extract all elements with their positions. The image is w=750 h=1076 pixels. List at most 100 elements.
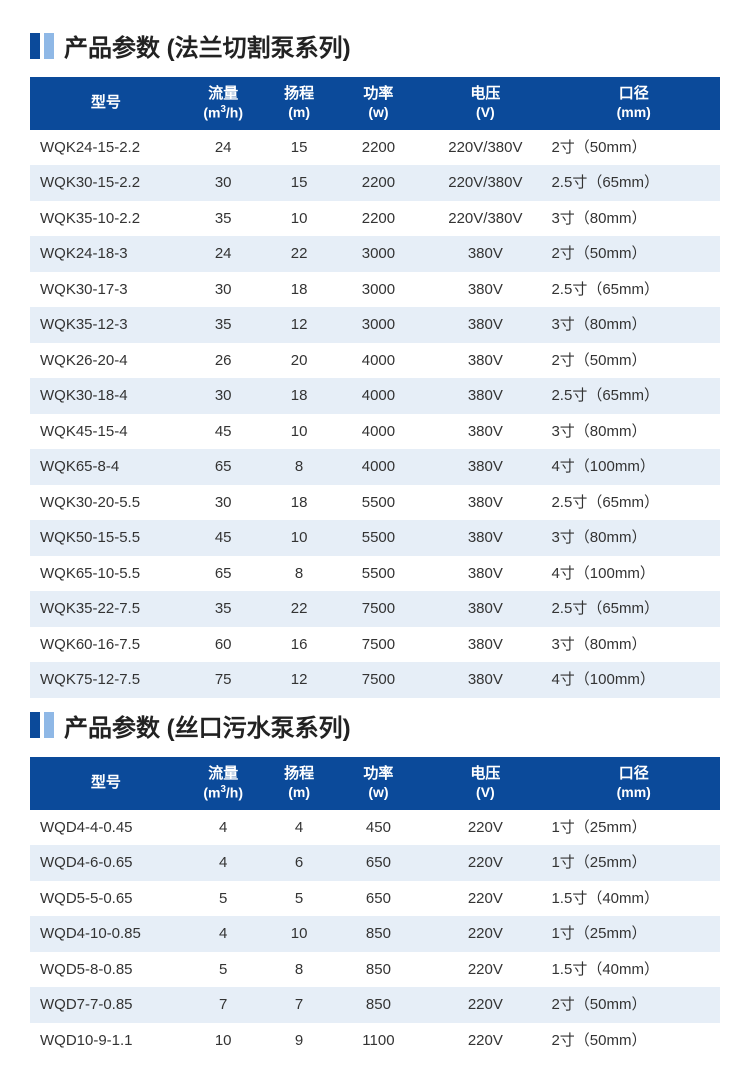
cell-flow: 4 — [182, 845, 265, 881]
cell-volt: 380V — [423, 307, 547, 343]
cell-head: 8 — [265, 556, 334, 592]
cell-power: 850 — [334, 916, 424, 952]
cell-power: 5500 — [334, 556, 424, 592]
cell-power: 5500 — [334, 520, 424, 556]
cell-head: 10 — [265, 201, 334, 237]
cell-flow: 5 — [182, 881, 265, 917]
cell-model: WQK30-15-2.2 — [30, 165, 182, 201]
cell-caliber: 2.5寸（65mm） — [547, 272, 720, 308]
table-row: WQD7-7-0.8577850220V2寸（50mm） — [30, 987, 720, 1023]
header-label-top: 流量 — [184, 765, 263, 784]
table-row: WQK35-12-335123000380V3寸（80mm） — [30, 307, 720, 343]
cell-power: 4000 — [334, 449, 424, 485]
cell-power: 450 — [334, 810, 424, 846]
cell-head: 7 — [265, 987, 334, 1023]
cell-caliber: 2寸（50mm） — [547, 343, 720, 379]
header-label-bottom: (m) — [267, 784, 332, 802]
cell-power: 2200 — [334, 201, 424, 237]
cell-model: WQK65-8-4 — [30, 449, 182, 485]
table-header-caliber: 口径(mm) — [547, 77, 720, 130]
cell-model: WQD5-5-0.65 — [30, 881, 182, 917]
cell-head: 9 — [265, 1023, 334, 1059]
table-row: WQK60-16-7.560167500380V3寸（80mm） — [30, 627, 720, 663]
header-label-bottom: (m) — [267, 104, 332, 122]
cell-caliber: 3寸（80mm） — [547, 307, 720, 343]
header-label-bottom: (w) — [336, 104, 422, 122]
cell-power: 2200 — [334, 165, 424, 201]
cell-head: 12 — [265, 662, 334, 698]
cell-power: 4000 — [334, 378, 424, 414]
spec-table: 型号流量(m3/h)扬程(m)功率(w)电压(V)口径(mm)WQK24-15-… — [30, 77, 720, 698]
table-header-caliber: 口径(mm) — [547, 757, 720, 810]
header-label-top: 口径 — [549, 765, 718, 784]
table-row: WQD5-8-0.8558850220V1.5寸（40mm） — [30, 952, 720, 988]
cell-flow: 5 — [182, 952, 265, 988]
cell-flow: 30 — [182, 165, 265, 201]
spec-table: 型号流量(m3/h)扬程(m)功率(w)电压(V)口径(mm)WQD4-4-0.… — [30, 757, 720, 1058]
header-label-top: 功率 — [336, 85, 422, 104]
cell-power: 3000 — [334, 236, 424, 272]
cell-volt: 380V — [423, 591, 547, 627]
cell-model: WQK35-10-2.2 — [30, 201, 182, 237]
title-bar-light-icon — [44, 712, 54, 738]
section-title: 产品参数 (法兰切割泵系列) — [30, 28, 720, 63]
cell-caliber: 4寸（100mm） — [547, 449, 720, 485]
cell-model: WQD7-7-0.85 — [30, 987, 182, 1023]
cell-caliber: 2寸（50mm） — [547, 236, 720, 272]
header-label-bottom: (w) — [336, 784, 422, 802]
cell-volt: 380V — [423, 272, 547, 308]
cell-volt: 220V — [423, 881, 547, 917]
cell-flow: 30 — [182, 272, 265, 308]
cell-head: 4 — [265, 810, 334, 846]
cell-model: WQK26-20-4 — [30, 343, 182, 379]
cell-power: 2200 — [334, 130, 424, 166]
cell-head: 15 — [265, 130, 334, 166]
cell-power: 4000 — [334, 343, 424, 379]
cell-power: 850 — [334, 987, 424, 1023]
cell-power: 850 — [334, 952, 424, 988]
cell-volt: 220V — [423, 987, 547, 1023]
cell-power: 1100 — [334, 1023, 424, 1059]
cell-head: 18 — [265, 272, 334, 308]
cell-head: 20 — [265, 343, 334, 379]
cell-volt: 380V — [423, 378, 547, 414]
cell-flow: 4 — [182, 916, 265, 952]
cell-model: WQK60-16-7.5 — [30, 627, 182, 663]
cell-flow: 4 — [182, 810, 265, 846]
cell-flow: 65 — [182, 449, 265, 485]
cell-caliber: 2.5寸（65mm） — [547, 485, 720, 521]
cell-power: 650 — [334, 845, 424, 881]
cell-volt: 220V — [423, 845, 547, 881]
header-label-bottom: (V) — [425, 104, 545, 122]
header-label-bottom: (m3/h) — [184, 784, 263, 802]
table-header-head: 扬程(m) — [265, 77, 334, 130]
cell-power: 650 — [334, 881, 424, 917]
cell-caliber: 2.5寸（65mm） — [547, 165, 720, 201]
cell-caliber: 2.5寸（65mm） — [547, 591, 720, 627]
header-label-top: 口径 — [549, 85, 718, 104]
table-row: WQK30-15-2.230152200220V/380V2.5寸（65mm） — [30, 165, 720, 201]
cell-flow: 45 — [182, 520, 265, 556]
table-row: WQK75-12-7.575127500380V4寸（100mm） — [30, 662, 720, 698]
cell-head: 16 — [265, 627, 334, 663]
table-row: WQK24-15-2.224152200220V/380V2寸（50mm） — [30, 130, 720, 166]
table-row: WQK30-18-430184000380V2.5寸（65mm） — [30, 378, 720, 414]
table-header-power: 功率(w) — [334, 77, 424, 130]
table-row: WQK35-10-2.235102200220V/380V3寸（80mm） — [30, 201, 720, 237]
cell-model: WQK24-15-2.2 — [30, 130, 182, 166]
cell-model: WQK30-20-5.5 — [30, 485, 182, 521]
cell-flow: 35 — [182, 307, 265, 343]
table-header-flow: 流量(m3/h) — [182, 757, 265, 810]
cell-flow: 10 — [182, 1023, 265, 1059]
cell-flow: 30 — [182, 485, 265, 521]
table-row: WQK65-8-46584000380V4寸（100mm） — [30, 449, 720, 485]
title-bar-dark-icon — [30, 712, 40, 738]
cell-head: 22 — [265, 236, 334, 272]
header-label-top: 扬程 — [267, 85, 332, 104]
cell-model: WQK30-17-3 — [30, 272, 182, 308]
cell-volt: 220V — [423, 952, 547, 988]
cell-head: 18 — [265, 378, 334, 414]
cell-flow: 24 — [182, 130, 265, 166]
cell-caliber: 2.5寸（65mm） — [547, 378, 720, 414]
table-header-power: 功率(w) — [334, 757, 424, 810]
